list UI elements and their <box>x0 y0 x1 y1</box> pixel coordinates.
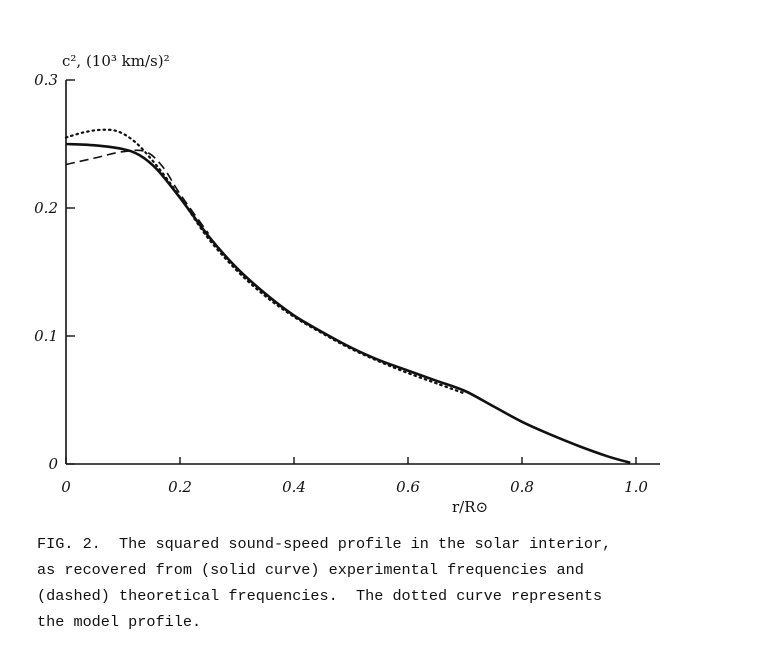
x-tick-label: 1.0 <box>624 478 648 496</box>
chart-curves <box>64 128 631 464</box>
dotted-curve <box>64 128 467 395</box>
chart-axes: 0 0.2 0.4 0.6 0.8 1.0 0 0.1 0.2 0.3 <box>34 71 660 496</box>
y-tick-label: 0.3 <box>34 71 58 89</box>
dashed-curve <box>65 149 210 235</box>
solid-curve <box>65 142 631 464</box>
x-axis-title: r/R⊙ <box>452 498 488 516</box>
y-tick-label: 0 <box>48 455 58 473</box>
figure-caption: FIG. 2. The squared sound-speed profile … <box>37 535 612 631</box>
y-axis-title: c², (10³ km/s)² <box>62 52 170 70</box>
x-tick-label: 0.2 <box>168 478 192 496</box>
y-tick-label: 0.2 <box>34 199 58 217</box>
x-tick-label: 0 <box>61 478 71 496</box>
x-tick-label: 0.6 <box>396 478 420 496</box>
y-tick-label: 0.1 <box>34 327 58 345</box>
sound-speed-chart: 0 0.2 0.4 0.6 0.8 1.0 0 0.1 0.2 0.3 c², (10³ km/s… <box>34 52 660 516</box>
chart-canvas: 0 0.2 0.4 0.6 0.8 1.0 0 0.1 0.2 0.3 c², (10³ km/s… <box>34 52 660 516</box>
x-tick-label: 0.4 <box>282 478 306 496</box>
x-tick-label: 0.8 <box>510 478 534 496</box>
